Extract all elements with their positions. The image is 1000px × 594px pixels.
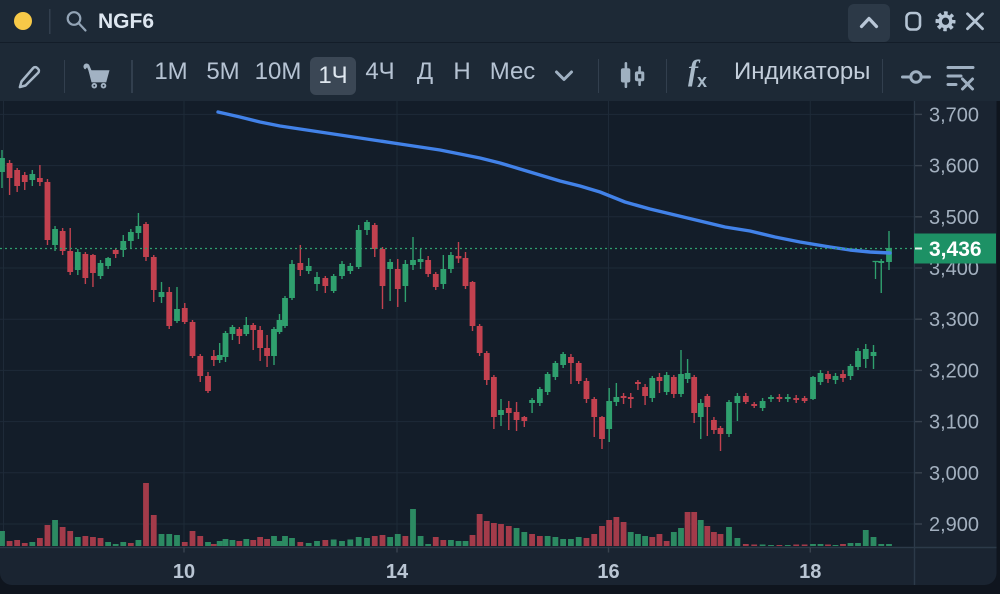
svg-text:3,000: 3,000 xyxy=(929,463,979,485)
svg-text:3,436: 3,436 xyxy=(929,238,982,261)
svg-text:18: 18 xyxy=(799,561,821,583)
svg-text:3,600: 3,600 xyxy=(929,156,979,178)
svg-text:2,900: 2,900 xyxy=(929,514,979,536)
svg-text:3,200: 3,200 xyxy=(929,360,979,382)
svg-text:3,300: 3,300 xyxy=(929,309,979,331)
svg-text:10: 10 xyxy=(173,561,195,583)
svg-text:14: 14 xyxy=(386,561,409,583)
svg-text:NGF6: NGF6 xyxy=(98,10,154,33)
svg-text:3,500: 3,500 xyxy=(929,207,979,229)
svg-text:3,700: 3,700 xyxy=(929,104,979,126)
svg-text:3,100: 3,100 xyxy=(929,412,979,434)
svg-text:16: 16 xyxy=(597,561,619,583)
